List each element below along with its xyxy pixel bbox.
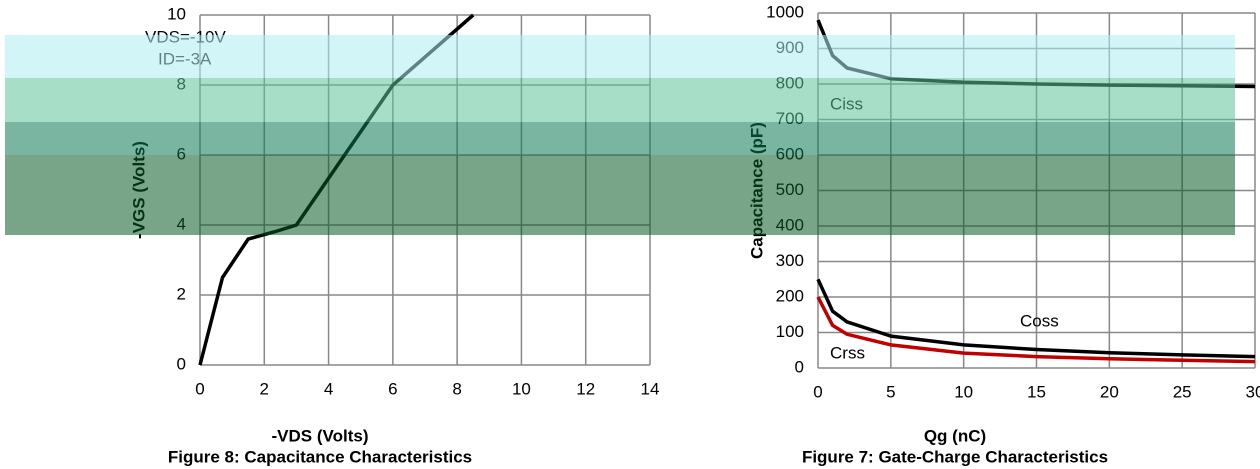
x-tick-label: 10 bbox=[512, 379, 531, 398]
chart-title: Figure 7: Gate-Charge Characteristics bbox=[802, 447, 1108, 466]
x-tick-label: 0 bbox=[195, 379, 204, 398]
y-tick-label: 100 bbox=[776, 322, 804, 341]
y-tick-label: 2 bbox=[177, 284, 186, 303]
series-label: Coss bbox=[1020, 311, 1059, 330]
x-axis-label: -VDS (Volts) bbox=[272, 426, 369, 445]
band bbox=[5, 122, 1235, 155]
chart-title: Figure 8: Capacitance Characteristics bbox=[168, 447, 472, 466]
x-tick-label: 0 bbox=[813, 382, 822, 401]
x-tick-label: 6 bbox=[388, 379, 397, 398]
x-tick-label: 4 bbox=[324, 379, 333, 398]
x-tick-label: 30 bbox=[1246, 382, 1260, 401]
x-tick-label: 10 bbox=[954, 382, 973, 401]
x-tick-label: 25 bbox=[1173, 382, 1192, 401]
y-tick-label: 0 bbox=[177, 354, 186, 373]
x-tick-label: 14 bbox=[641, 379, 660, 398]
x-tick-label: 12 bbox=[576, 379, 595, 398]
band bbox=[5, 35, 1235, 78]
x-tick-label: 5 bbox=[886, 382, 895, 401]
y-tick-label: 1000 bbox=[766, 2, 804, 21]
band bbox=[5, 78, 1235, 122]
x-tick-label: 8 bbox=[452, 379, 461, 398]
series-line bbox=[816, 278, 1256, 359]
x-tick-label: 15 bbox=[1027, 382, 1046, 401]
y-tick-label: 200 bbox=[776, 286, 804, 305]
series-label: Crss bbox=[830, 343, 865, 362]
y-tick-label: 10 bbox=[167, 4, 186, 23]
x-axis-label: Qg (nC) bbox=[924, 426, 986, 445]
x-tick-label: 20 bbox=[1100, 382, 1119, 401]
series-line bbox=[816, 296, 1256, 364]
y-tick-label: 0 bbox=[795, 357, 804, 376]
y-tick-label: 300 bbox=[776, 251, 804, 270]
x-tick-label: 2 bbox=[260, 379, 269, 398]
overlay-bands bbox=[5, 35, 1235, 235]
band bbox=[5, 155, 1235, 235]
